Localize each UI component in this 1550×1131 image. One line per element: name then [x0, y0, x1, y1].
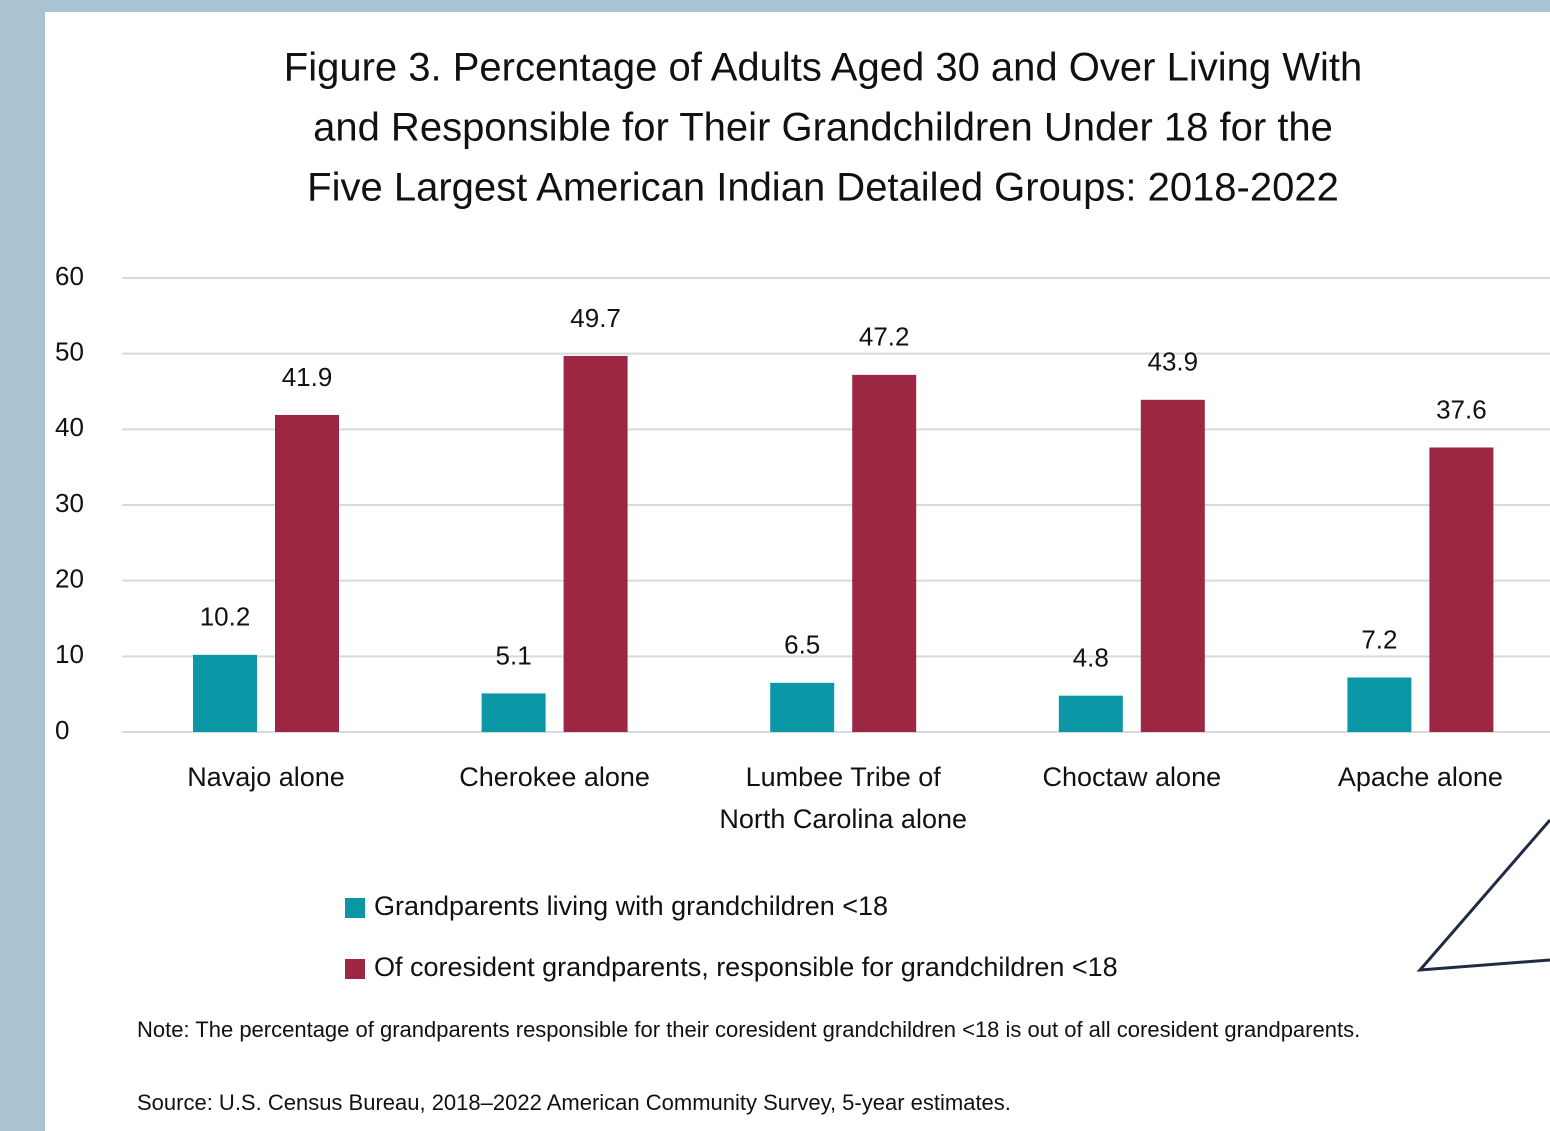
note: Note: The percentage of grandparents res… [137, 1017, 1361, 1042]
bar [275, 414, 339, 732]
x-tick-label: Lumbee Tribe of North Carolina alone [719, 762, 967, 834]
data-label: 43.9 [1147, 347, 1198, 377]
x-tick-label: Apache alone [1337, 762, 1503, 792]
chart-title: Five Largest American Indian Detailed Gr… [307, 166, 1339, 210]
data-label: 49.7 [570, 303, 621, 333]
legend-label: Of coresident grandparents, responsible … [374, 952, 1118, 982]
legend-swatch [345, 898, 365, 918]
bar [852, 374, 917, 732]
x-tick-label: Choctaw alone [1042, 762, 1222, 792]
y-tick-label: 40 [55, 412, 84, 442]
data-label: 4.8 [1073, 643, 1109, 673]
bar [193, 654, 257, 732]
bar [1058, 695, 1123, 732]
legend-swatch [345, 959, 365, 979]
y-tick-label: 60 [55, 261, 84, 291]
data-label: 5.1 [496, 640, 532, 670]
data-label: 37.6 [1436, 394, 1487, 424]
x-tick-label: Navajo alone [187, 762, 345, 792]
y-tick-label: 0 [55, 715, 69, 745]
bar [481, 693, 546, 732]
bar [1347, 677, 1412, 732]
bar [770, 682, 835, 732]
source: Source: U.S. Census Bureau, 2018–2022 Am… [137, 1090, 1011, 1115]
bar [563, 355, 628, 732]
bar [1429, 447, 1494, 732]
bar [1140, 399, 1205, 732]
y-tick-label: 20 [55, 564, 84, 594]
data-label: 7.2 [1361, 624, 1397, 654]
chart-title: Figure 3. Percentage of Adults Aged 30 a… [284, 46, 1362, 90]
y-tick-label: 30 [55, 488, 84, 518]
data-label: 6.5 [784, 630, 820, 660]
legend-label: Grandparents living with grandchildren <… [374, 891, 888, 921]
data-label: 47.2 [859, 322, 910, 352]
callout-pointer [1416, 819, 1550, 972]
chart-title: and Responsible for Their Grandchildren … [313, 106, 1333, 150]
y-tick-label: 50 [55, 337, 84, 367]
y-tick-label: 10 [55, 639, 84, 669]
data-label: 10.2 [200, 602, 251, 632]
data-label: 41.9 [282, 362, 333, 392]
x-tick-label: Cherokee alone [459, 762, 650, 792]
